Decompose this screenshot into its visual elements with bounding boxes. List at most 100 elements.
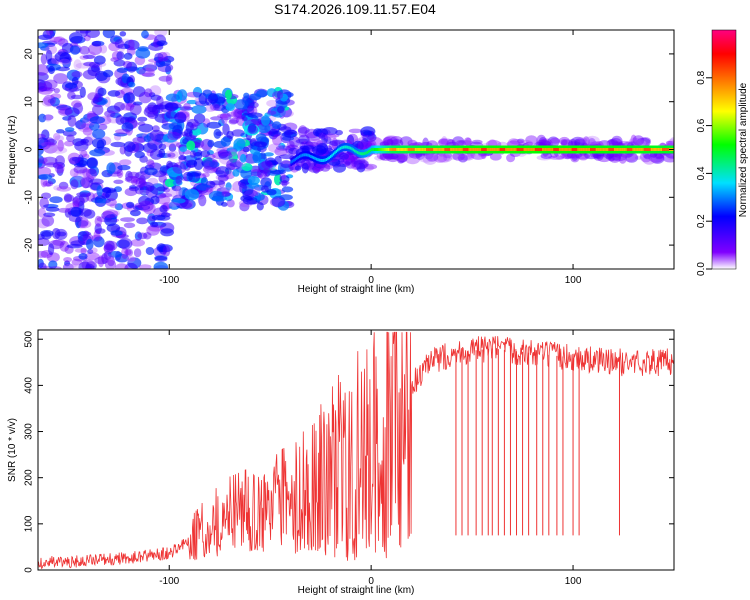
spectrogram-noise-blob <box>80 123 91 131</box>
spectrogram-noise-blob <box>433 153 448 163</box>
spectrogram-noise-blob <box>207 139 215 148</box>
spectrogram-noise-blob <box>93 229 101 241</box>
spectrogram-ridge-core <box>369 149 372 153</box>
spectrogram-noise-blob <box>299 145 315 150</box>
spectrogram-ridge-core <box>361 152 363 156</box>
spectrogram-noise-blob <box>89 178 104 185</box>
spectrogram-ridge-core <box>324 158 327 162</box>
spectrogram-ridge-core <box>496 148 499 151</box>
snr-panel: -100 0 100 0 100 200 300 400 500 Height of stra… <box>7 329 675 596</box>
spectrogram-noise-blob <box>441 136 448 148</box>
spectrogram-ridge-core <box>612 148 615 151</box>
spectrogram-noise-blob <box>42 180 54 187</box>
spectrogram-ridge-core <box>598 148 601 151</box>
spectrogram-noise-blob <box>64 260 71 267</box>
spectrogram-noise-blob <box>101 253 108 264</box>
spectrogram-noise-blob <box>87 249 94 255</box>
spectrogram-ridge-core <box>297 155 300 159</box>
spectrogram-ridge-core <box>517 148 520 151</box>
spectrogram-noise-blob <box>38 79 46 90</box>
spectrogram-noise-blob <box>153 261 169 269</box>
spectrogram-ridge-core <box>542 148 544 151</box>
spectrogram-ridge-core <box>616 148 619 151</box>
spectrogram-noise-blob <box>89 166 100 177</box>
spectrogram-noise-blob <box>382 137 394 146</box>
spectrogram-noise-blob <box>48 243 55 256</box>
spectrogram-noise-blob <box>63 263 77 269</box>
spectrogram-noise-blob <box>137 121 146 126</box>
spectrogram-ridge-core <box>498 148 500 151</box>
x-tick-label: -100 <box>159 275 179 286</box>
snr-x-label: Height of straight line (km) <box>298 585 415 596</box>
spectrogram-ridge-core <box>389 148 392 151</box>
spectrogram-ridge-core <box>423 148 425 151</box>
spectrogram-ridge-core <box>465 148 468 151</box>
spectrogram-ridge-core <box>653 148 656 151</box>
spectrogram-noise-blob <box>422 153 438 165</box>
spectrogram-ridge-core <box>376 148 379 151</box>
spectrogram-noise-blob <box>198 194 207 207</box>
spectrogram-ridge-core <box>382 148 384 151</box>
spectrogram-noise-blob <box>272 134 283 146</box>
spectrogram-noise-blob <box>41 141 56 147</box>
spectrogram-noise-blob <box>272 90 284 100</box>
spectrogram-noise-blob <box>279 172 286 181</box>
spectrogram-ridge-core <box>533 148 536 151</box>
spectrogram-ridge-core <box>375 148 377 151</box>
spectrogram-noise-blob <box>344 157 357 169</box>
spectrogram-ridge-core <box>635 148 637 151</box>
spectrogram-noise-blob <box>56 129 65 134</box>
spectrogram-noise-blob <box>46 138 57 146</box>
spectrogram-noise-blob <box>158 174 167 183</box>
spectrogram-noise-blob <box>217 150 232 157</box>
spectrogram-ridge-core <box>440 148 442 151</box>
spectrogram-ridge-core <box>656 148 659 151</box>
spectrogram-ridge-core <box>486 148 489 151</box>
spectrogram-noise-blob <box>70 94 83 100</box>
spectrogram-ridge-core <box>526 148 529 151</box>
spectrogram-noise-blob <box>256 202 264 211</box>
spectrogram-noise-blob <box>242 146 250 153</box>
spectrogram-noise-blob <box>74 248 88 253</box>
y-tick-label: 300 <box>24 423 35 440</box>
spectrogram-noise-blob <box>262 167 271 178</box>
y-tick-label: 0 <box>24 567 35 573</box>
spectrogram-ridge-core <box>298 155 301 158</box>
spectrogram-ridge-core <box>522 148 524 151</box>
spectrogram-noise-blob <box>132 136 146 144</box>
spectrogram-noise-blob <box>525 135 538 145</box>
spectrogram-noise-blob <box>384 155 398 160</box>
spectrogram-noise-blob <box>506 153 516 163</box>
y-tick-label: 400 <box>24 377 35 394</box>
spectrogram-ridge-core <box>380 148 383 151</box>
spectrogram-noise-blob <box>266 88 277 98</box>
spectrogram-noise-blob <box>172 162 187 174</box>
spectrogram-noise-blob <box>82 54 95 60</box>
spectrogram-noise-blob <box>49 196 63 204</box>
spectrogram-noise-blob <box>66 244 83 249</box>
spectrogram-noise-blob <box>59 240 70 252</box>
spectrogram-noise-blob <box>73 165 88 174</box>
spectrogram-noise-blob <box>312 145 327 156</box>
spectrogram-ridge-core <box>550 148 553 151</box>
spectrogram-ridge-core <box>523 148 526 151</box>
spectrogram-ridge-core <box>386 148 389 151</box>
spectrogram-noise-blob <box>92 104 104 116</box>
spectrogram-noise-blob <box>226 199 235 208</box>
spectrogram-noise-blob <box>379 153 393 161</box>
spectrogram-ridge-core <box>474 148 476 151</box>
spectrogram-ridge-core <box>481 148 483 151</box>
spectrogram-noise-blob <box>353 159 369 169</box>
spectrogram-noise-blob <box>252 151 262 164</box>
spectrogram-noise-blob <box>558 136 570 146</box>
spectrogram-noise-blob <box>79 86 86 98</box>
spectrogram-noise-blob <box>43 212 56 218</box>
spectrogram-ridge-core <box>404 148 407 151</box>
spectrogram-noise-blob <box>54 135 65 142</box>
spectrogram-noise-blob <box>255 133 267 142</box>
spectrogram-noise-blob <box>89 149 106 157</box>
spectrogram-noise-blob <box>122 60 133 69</box>
spectrogram-noise-blob <box>205 105 215 112</box>
spectrogram-noise-blob <box>622 151 638 162</box>
